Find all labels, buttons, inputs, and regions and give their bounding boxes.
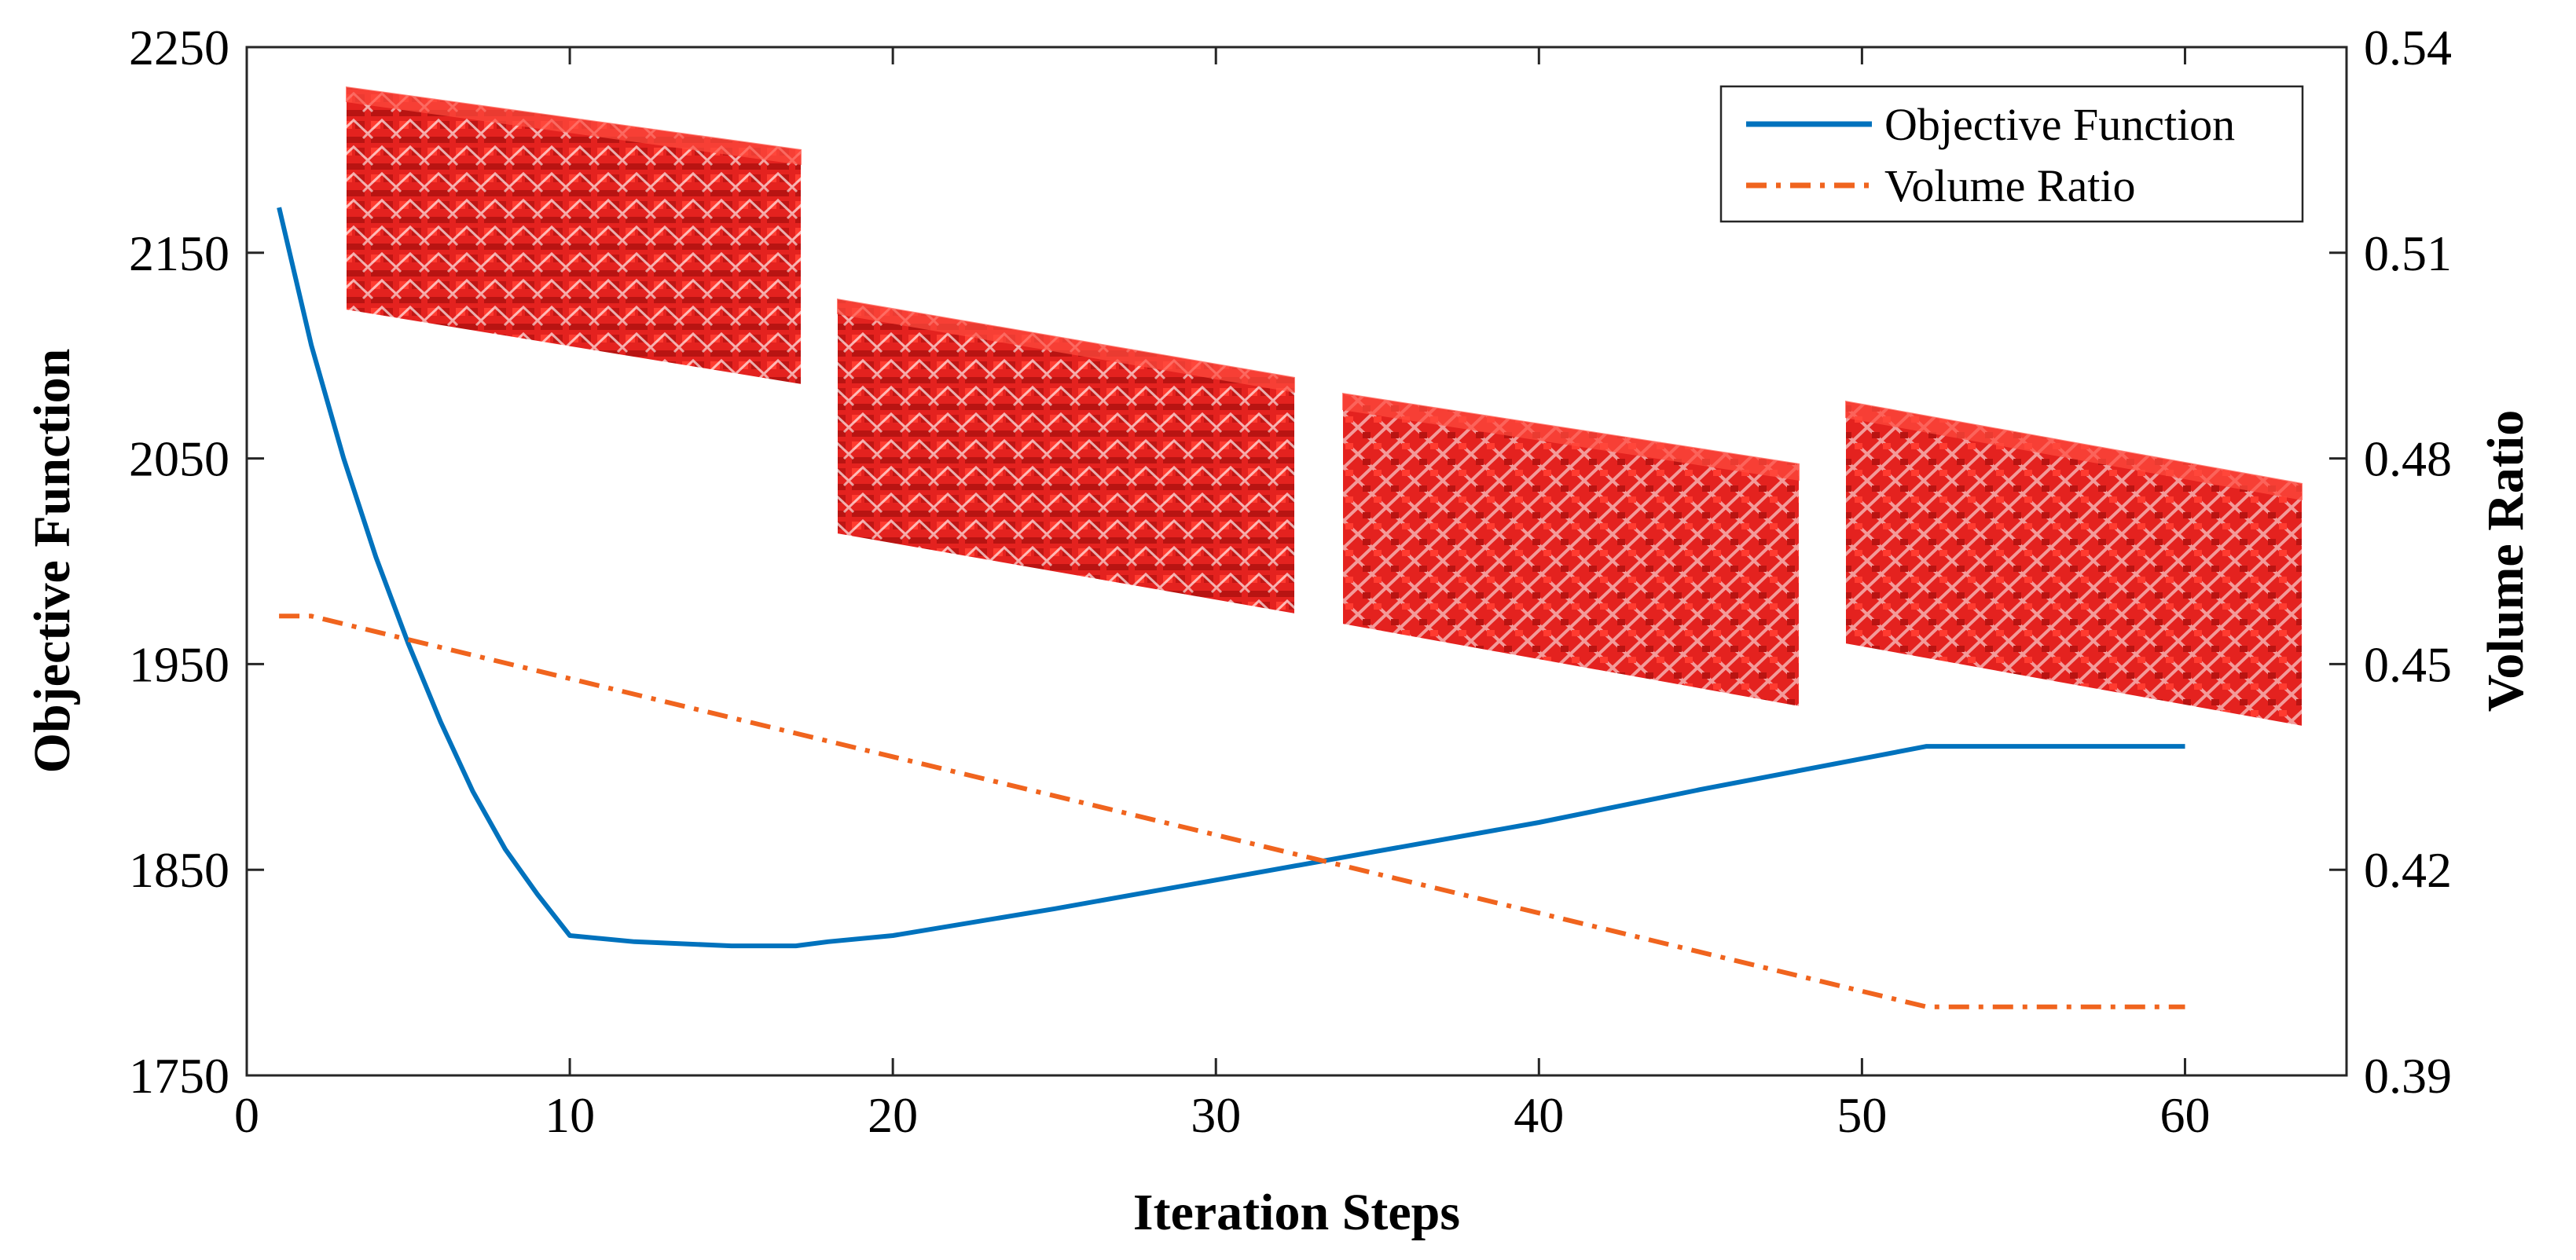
legend: Objective Function Volume Ratio (1719, 85, 2304, 223)
y-right-tick-label: 0.45 (2364, 636, 2452, 692)
y-left-tick-label: 1850 (129, 842, 229, 898)
x-tick-label: 50 (1837, 1087, 1887, 1143)
legend-box (1719, 85, 2304, 223)
series-line-objective-function (277, 207, 2185, 949)
lattice-structure-2 (836, 297, 1296, 616)
y-right-tick-label: 0.54 (2364, 20, 2452, 75)
y-right-tick-label: 0.51 (2364, 225, 2452, 281)
x-tick-label: 60 (2160, 1087, 2210, 1143)
y-axis-right-title: Volume Ratio (2477, 410, 2534, 712)
x-tick-label: 20 (868, 1087, 918, 1143)
axis-ticks: 0 10 20 30 40 50 60 1750 1850 1950 2050 2150 2250 0.3… (129, 20, 2452, 1143)
y-right-tick-label: 0.48 (2364, 431, 2452, 487)
y-right-tick-label: 0.39 (2364, 1048, 2452, 1104)
series-layer (277, 207, 2185, 1009)
y-left-tick-label: 2250 (129, 20, 229, 75)
y-left-tick-label: 2050 (129, 431, 229, 487)
y-right-tick-label: 0.42 (2364, 842, 2452, 898)
lattice-structure-3 (1341, 391, 1800, 709)
y-left-tick-label: 1750 (129, 1048, 229, 1104)
legend-label-objective: Objective Function (1884, 99, 2235, 150)
y-axis-left-title: Objective Function (24, 349, 81, 774)
x-axis-title: Iteration Steps (1133, 1184, 1460, 1241)
y-left-tick-label: 2150 (129, 225, 229, 281)
lattice-structure-4 (1844, 399, 2303, 728)
y-left-tick-label: 1950 (129, 636, 229, 692)
x-tick-label: 10 (545, 1087, 595, 1143)
x-tick-label: 30 (1191, 1087, 1241, 1143)
lattice-structure-1 (345, 85, 802, 386)
x-tick-label: 40 (1514, 1087, 1564, 1143)
x-tick-label: 0 (234, 1087, 259, 1143)
series-line-volume-ratio (279, 614, 2185, 1009)
legend-label-volume: Volume Ratio (1884, 160, 2136, 211)
